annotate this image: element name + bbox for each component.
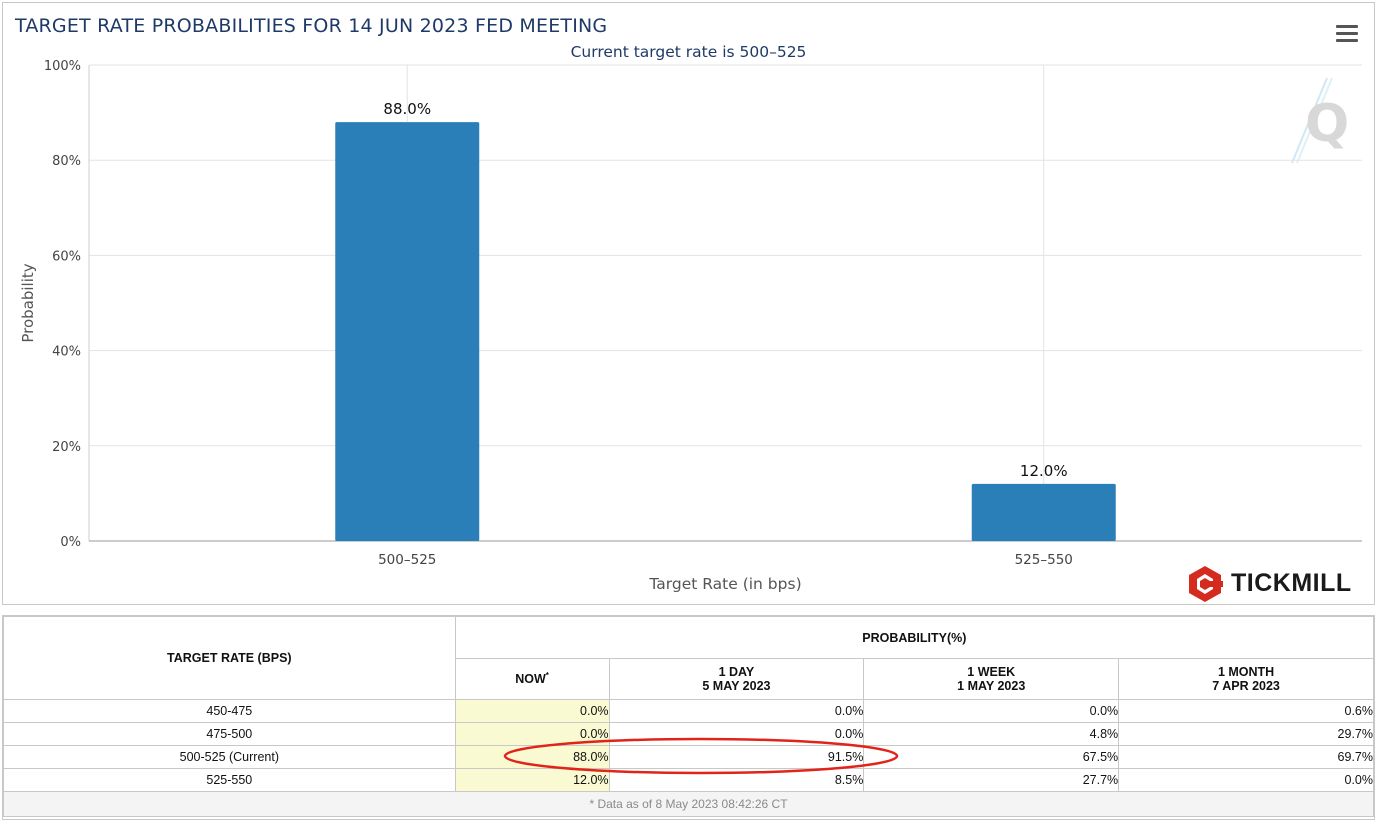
y-tick-label: 100%: [44, 59, 81, 74]
bar-chart: 0% 20% 40% 60% 80% 100% 88.0% 500–525 12.0% 525–5…: [19, 59, 1362, 593]
table-row: 525-550 12.0% 8.5% 27.7% 0.0%: [3, 768, 1374, 792]
tickmill-logo-text: TICKMILL: [1231, 569, 1352, 597]
chart-subtitle: Current target rate is 500–525: [570, 43, 807, 61]
table-row: 450-475 0.0% 0.0% 0.0% 0.6%: [3, 699, 1374, 723]
header-1-month: 1 MONTH 7 APR 2023: [1118, 658, 1374, 700]
header-1-day: 1 DAY 5 MAY 2023: [608, 658, 865, 700]
one-month-cell: 0.0%: [1118, 768, 1374, 792]
one-week-cell: 67.5%: [863, 745, 1120, 769]
chart-panel: TARGET RATE PROBABILITIES FOR 14 JUN 202…: [2, 2, 1375, 605]
table-row: 500-525 (Current) 88.0% 91.5% 67.5% 69.7…: [3, 745, 1374, 769]
one-week-cell: 0.0%: [863, 699, 1120, 723]
rate-cell: 525-550: [3, 768, 456, 792]
now-cell: 88.0%: [454, 745, 610, 769]
one-day-cell: 0.0%: [608, 722, 865, 746]
header-now: NOW*: [454, 658, 610, 700]
y-tick-label: 60%: [52, 249, 81, 264]
one-day-cell: 8.5%: [608, 768, 865, 792]
svg-text:Q: Q: [1305, 94, 1349, 154]
one-month-cell: 29.7%: [1118, 722, 1374, 746]
bar-data-label: 12.0%: [1020, 462, 1068, 480]
y-tick-label: 80%: [52, 154, 81, 169]
header-probability: PROBABILITY(%): [454, 616, 1375, 659]
y-tick-label: 0%: [60, 535, 81, 550]
x-tick-label: 500–525: [378, 552, 436, 568]
now-cell: 12.0%: [454, 768, 610, 792]
bar: [971, 483, 1116, 541]
one-day-cell: 0.0%: [608, 699, 865, 723]
bar: [335, 122, 480, 542]
header-1-week: 1 WEEK 1 MAY 2023: [863, 658, 1120, 700]
y-axis-title: Probability: [19, 263, 37, 342]
tickmill-hexagon-icon: [1189, 566, 1223, 602]
one-week-cell: 27.7%: [863, 768, 1120, 792]
one-day-cell: 91.5%: [608, 745, 865, 769]
chart-title: TARGET RATE PROBABILITIES FOR 14 JUN 202…: [15, 15, 608, 37]
one-month-cell: 0.6%: [1118, 699, 1374, 723]
table-row: 475-500 0.0% 0.0% 4.8% 29.7%: [3, 722, 1374, 746]
y-tick-label: 20%: [52, 440, 81, 455]
probability-table: TARGET RATE (BPS) PROBABILITY(%) NOW* 1 …: [3, 616, 1375, 817]
one-month-cell: 69.7%: [1118, 745, 1374, 769]
hamburger-menu-icon[interactable]: [1336, 25, 1358, 43]
data-timestamp-note: * Data as of 8 May 2023 08:42:26 CT: [3, 791, 1374, 817]
one-week-cell: 4.8%: [863, 722, 1120, 746]
rate-cell: 500-525 (Current): [3, 745, 456, 769]
tickmill-logo: TICKMILL: [1187, 565, 1372, 605]
rate-cell: 450-475: [3, 699, 456, 723]
x-axis-title: Target Rate (in bps): [648, 575, 801, 593]
now-cell: 0.0%: [454, 699, 610, 723]
bar-data-label: 88.0%: [383, 100, 431, 118]
rate-cell: 475-500: [3, 722, 456, 746]
now-cell: 0.0%: [454, 722, 610, 746]
watermark-q-icon: Q: [1291, 77, 1349, 164]
y-tick-label: 40%: [52, 345, 81, 360]
probability-table-panel: TARGET RATE (BPS) PROBABILITY(%) NOW* 1 …: [2, 615, 1375, 820]
x-tick-label: 525–550: [1015, 552, 1073, 568]
header-target-rate: TARGET RATE (BPS): [3, 616, 456, 700]
